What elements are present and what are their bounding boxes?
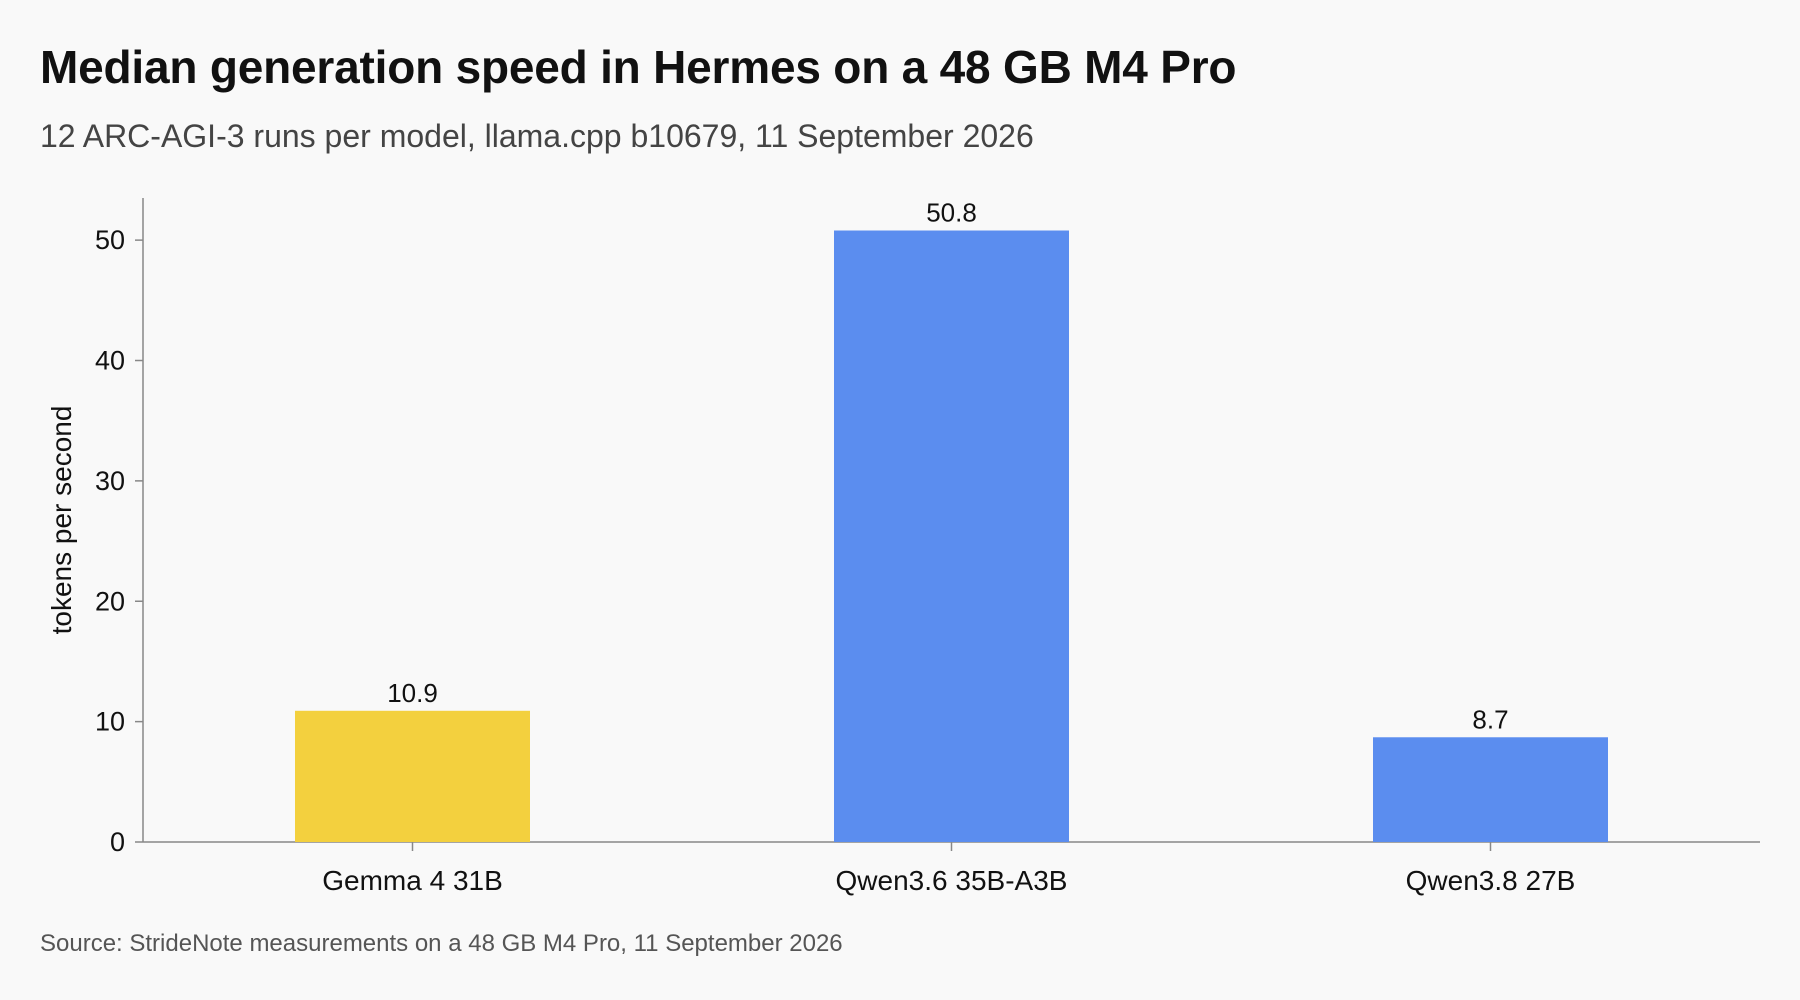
bar [834,230,1069,843]
y-tick-label: 40 [95,346,125,376]
bar [1373,737,1608,842]
x-tick-label: Gemma 4 31B [322,865,503,896]
x-tick-label: Qwen3.6 35B-A3B [836,865,1068,896]
chart-subtitle: 12 ARC-AGI-3 runs per model, llama.cpp b… [40,118,1034,154]
y-tick-label: 50 [95,225,125,255]
bar-value-label: 10.9 [387,678,438,708]
bar [295,710,530,842]
y-tick-label: 30 [95,466,125,496]
bars: 10.9 50.8 8.7 [295,198,1608,843]
bar-value-label: 8.7 [1472,704,1508,734]
y-axis-label: tokens per second [46,406,77,635]
y-tick-label: 0 [110,827,125,857]
y-ticks: 0 10 20 30 40 50 [95,225,143,857]
chart-title: Median generation speed in Hermes on a 4… [40,41,1237,93]
x-ticks: Gemma 4 31B Qwen3.6 35B-A3B Qwen3.8 27B [322,842,1575,896]
bar-value-label: 50.8 [926,198,977,228]
x-tick-label: Qwen3.8 27B [1406,865,1576,896]
y-tick-label: 20 [95,586,125,616]
source-note: Source: StrideNote measurements on a 48 … [40,930,843,957]
y-tick-label: 10 [95,707,125,737]
